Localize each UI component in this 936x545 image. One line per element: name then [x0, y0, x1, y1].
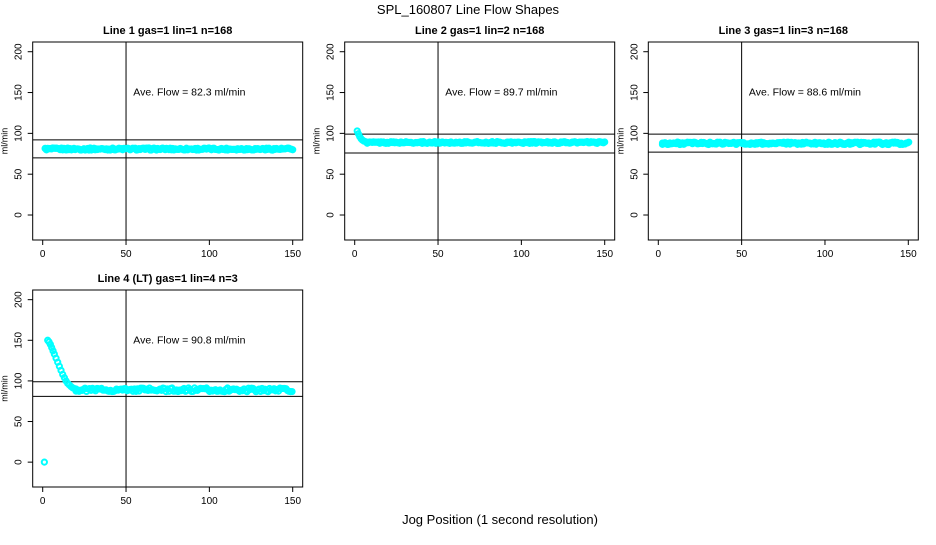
x-tick-label: 100: [513, 249, 530, 260]
panel-title: Line 1 gas=1 lin=1 n=168: [103, 25, 232, 37]
panel-title: Line 3 gas=1 lin=3 n=168: [719, 25, 848, 37]
y-tick-label: 150: [14, 332, 25, 349]
x-tick-label: 0: [40, 249, 46, 260]
x-tick-label: 100: [817, 249, 834, 260]
plot-box: [344, 41, 616, 241]
panel-title: Line 4 (LT) gas=1 lin=4 n=3: [98, 273, 238, 285]
y-tick-label: 200: [629, 43, 640, 60]
y-tick-label: 100: [14, 372, 25, 389]
panel-line2: Line 2 gas=1 lin=2 n=168 0 50 100 150 0 50 100 1…: [312, 25, 616, 260]
data-point: [905, 138, 913, 146]
y-axis-unit-label: ml/min: [312, 128, 322, 155]
x-tick-label: 150: [284, 249, 301, 260]
x-tick-label: 0: [656, 249, 662, 260]
x-tick-label: 0: [352, 249, 358, 260]
x-tick-label: 100: [201, 496, 218, 507]
panel-line1: Line 1 gas=1 lin=1 n=168 0 50 100 150 0 50 100 1…: [0, 25, 304, 260]
y-axis-unit-label: ml/min: [0, 375, 10, 402]
y-tick-label: 150: [326, 84, 337, 101]
x-tick-label: 50: [120, 249, 132, 260]
panel-line4: Line 4 (LT) gas=1 lin=4 n=3 0 50 100 150 0 50 1…: [0, 273, 304, 507]
x-tick-label: 50: [432, 249, 444, 260]
y-tick-label: 0: [14, 212, 25, 218]
data-point: [601, 138, 609, 146]
x-axis-title: Jog Position (1 second resolution): [402, 512, 598, 527]
ave-flow-annotation: Ave. Flow = 82.3 ml/min: [133, 87, 245, 99]
y-tick-label: 50: [629, 168, 640, 180]
y-tick-label: 0: [326, 212, 337, 218]
x-tick-label: 0: [40, 496, 46, 507]
ave-flow-annotation: Ave. Flow = 89.7 ml/min: [445, 87, 557, 99]
y-tick-label: 100: [326, 125, 337, 142]
y-tick-label: 50: [14, 168, 25, 180]
y-tick-label: 200: [14, 43, 25, 60]
panel-title: Line 2 gas=1 lin=2 n=168: [415, 25, 544, 37]
y-tick-label: 50: [14, 416, 25, 428]
y-tick-label: 150: [14, 84, 25, 101]
y-axis-unit-label: ml/min: [0, 128, 10, 155]
y-tick-label: 0: [629, 212, 640, 218]
ave-flow-annotation: Ave. Flow = 88.6 ml/min: [749, 87, 861, 99]
plot-box: [32, 41, 304, 241]
x-tick-label: 50: [120, 496, 132, 507]
data-point: [40, 458, 48, 466]
x-tick-label: 150: [284, 496, 301, 507]
x-tick-label: 100: [201, 249, 218, 260]
panel-line3: Line 3 gas=1 lin=3 n=168 0 50 100 150 0 50 100 1…: [615, 25, 919, 260]
y-tick-label: 50: [326, 168, 337, 180]
y-tick-label: 0: [14, 459, 25, 465]
data-point: [289, 146, 297, 154]
y-tick-label: 200: [14, 291, 25, 308]
y-tick-label: 150: [629, 84, 640, 101]
y-axis-unit-label: ml/min: [615, 128, 625, 155]
x-tick-label: 150: [596, 249, 613, 260]
y-tick-label: 100: [629, 125, 640, 142]
y-tick-label: 100: [14, 125, 25, 142]
figure-title: SPL_160807 Line Flow Shapes: [377, 2, 560, 17]
x-tick-label: 150: [900, 249, 917, 260]
ave-flow-annotation: Ave. Flow = 90.8 ml/min: [133, 334, 245, 346]
x-tick-label: 50: [736, 249, 748, 260]
plot-box: [32, 289, 304, 488]
data-point: [288, 387, 296, 396]
y-tick-label: 200: [326, 43, 337, 60]
plot-box: [647, 41, 919, 241]
